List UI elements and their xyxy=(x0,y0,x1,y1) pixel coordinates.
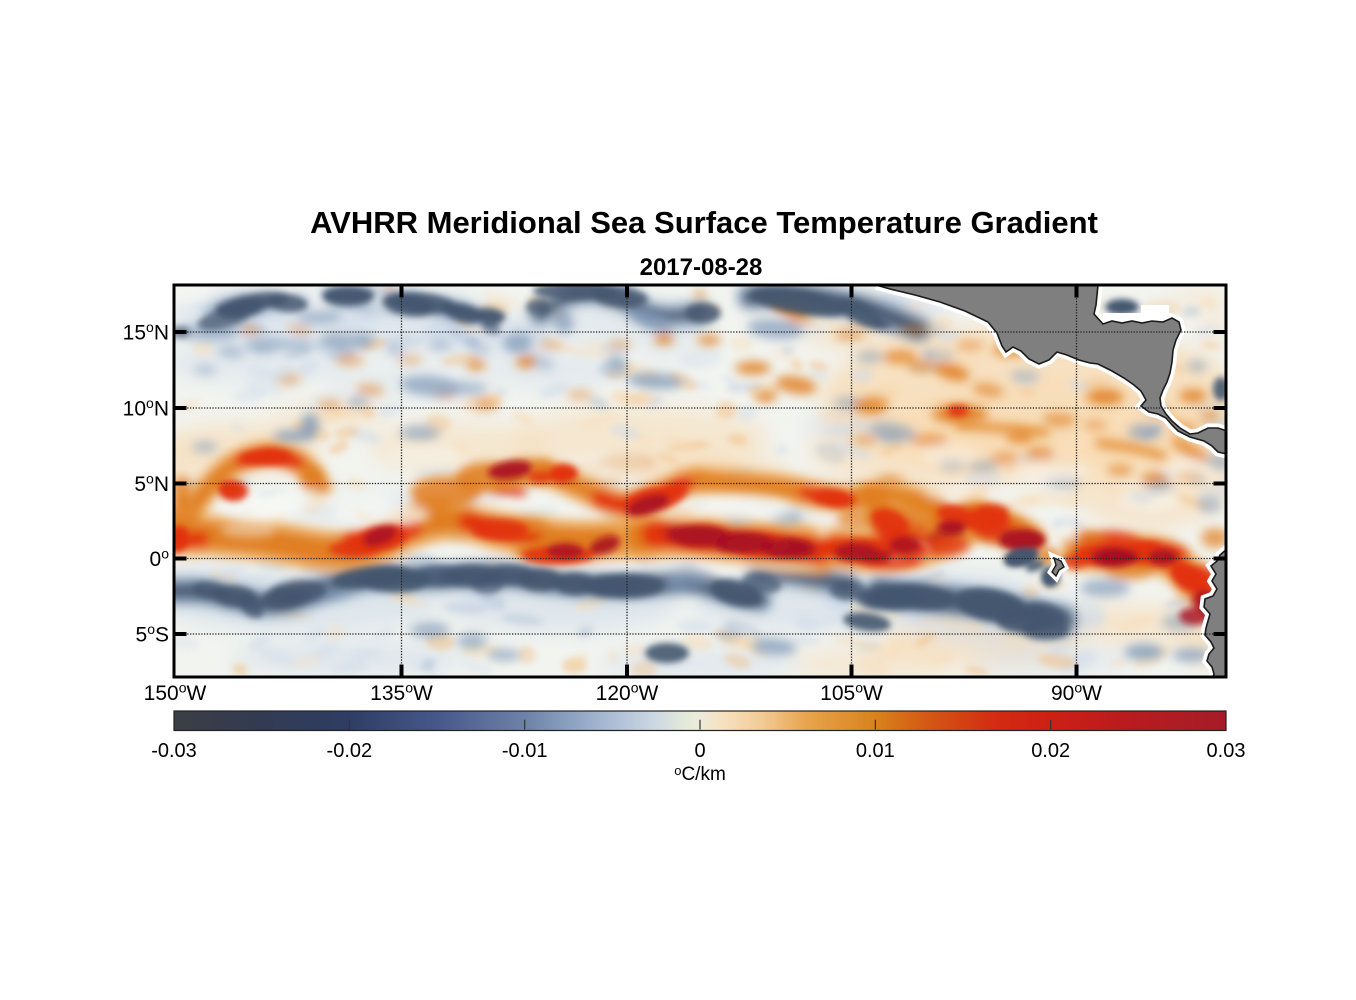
svg-text:0: 0 xyxy=(694,740,705,762)
svg-text:120oW: 120oW xyxy=(596,680,659,706)
svg-text:10oN: 10oN xyxy=(123,395,169,421)
svg-text:5oS: 5oS xyxy=(136,621,170,647)
svg-text:90oW: 90oW xyxy=(1051,680,1102,706)
svg-text:-0.02: -0.02 xyxy=(327,740,373,762)
svg-text:-0.01: -0.01 xyxy=(502,740,548,762)
svg-text:-0.03: -0.03 xyxy=(151,740,197,762)
svg-text:oC/km: oC/km xyxy=(674,763,726,785)
svg-text:0.01: 0.01 xyxy=(856,740,895,762)
svg-text:5oN: 5oN xyxy=(134,471,169,497)
svg-text:0.03: 0.03 xyxy=(1207,740,1246,762)
svg-text:105oW: 105oW xyxy=(820,680,883,706)
svg-text:0o: 0o xyxy=(150,546,170,572)
svg-text:AVHRR Meridional Sea Surface T: AVHRR Meridional Sea Surface Temperature… xyxy=(310,205,1098,240)
svg-text:135oW: 135oW xyxy=(370,680,433,706)
svg-text:150oW: 150oW xyxy=(144,680,207,706)
svg-text:2017-08-28: 2017-08-28 xyxy=(640,254,763,281)
svg-text:0.02: 0.02 xyxy=(1031,740,1070,762)
svg-text:15oN: 15oN xyxy=(123,319,169,345)
